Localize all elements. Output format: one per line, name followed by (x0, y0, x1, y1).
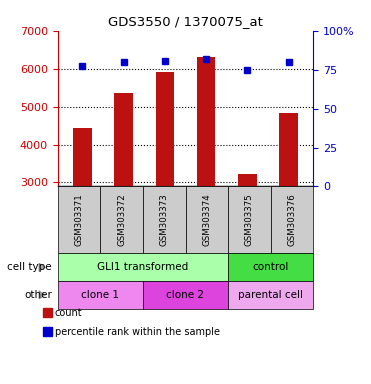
Polygon shape (39, 291, 46, 299)
Text: other: other (24, 290, 52, 300)
Text: control: control (253, 262, 289, 272)
Bar (155, 72, 174, 186)
Text: percentile rank within the sample: percentile rank within the sample (55, 327, 220, 337)
Bar (197, 57, 216, 186)
Bar (73, 128, 92, 186)
Text: clone 1: clone 1 (81, 290, 119, 300)
Text: GSM303375: GSM303375 (245, 194, 254, 246)
Text: GSM303374: GSM303374 (202, 194, 211, 246)
Text: cell type: cell type (7, 262, 52, 272)
Text: GDS3550 / 1370075_at: GDS3550 / 1370075_at (108, 15, 263, 28)
Text: parental cell: parental cell (238, 290, 303, 300)
Text: clone 2: clone 2 (167, 290, 204, 300)
Text: GSM303376: GSM303376 (288, 194, 297, 246)
Text: GSM303373: GSM303373 (160, 194, 169, 246)
Text: GLI1 transformed: GLI1 transformed (97, 262, 188, 272)
Polygon shape (39, 263, 46, 271)
Bar (279, 113, 298, 186)
Bar (238, 174, 257, 186)
Text: GSM303371: GSM303371 (74, 194, 83, 246)
Bar (114, 93, 133, 186)
Text: count: count (55, 308, 82, 318)
Text: GSM303372: GSM303372 (117, 194, 126, 246)
